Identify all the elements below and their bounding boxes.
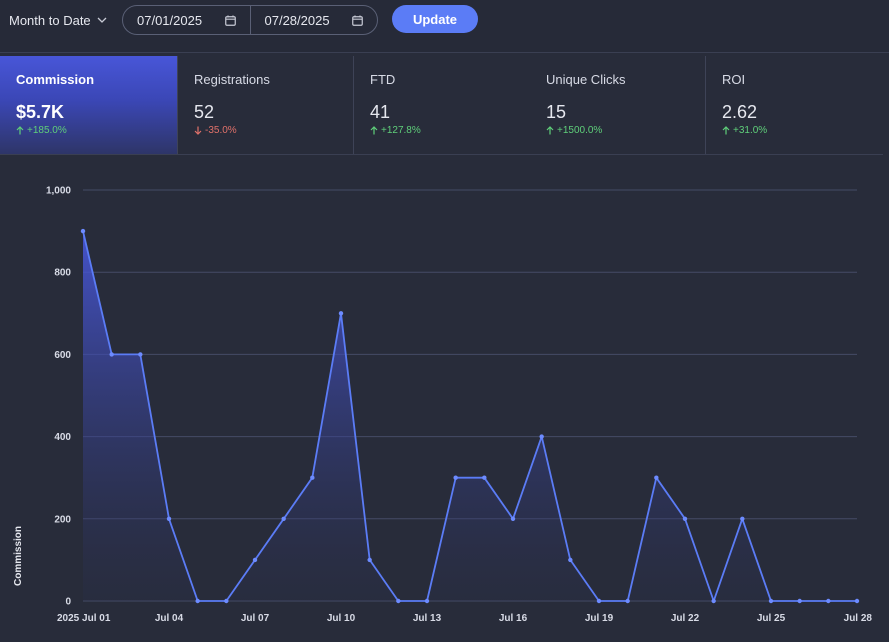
date-range-inputs: 07/01/2025 07/28/2025 [122, 5, 378, 35]
tab-delta: +1500.0% [546, 125, 705, 136]
tab-delta-value: +185.0% [27, 125, 67, 136]
data-point[interactable] [195, 598, 200, 604]
tab-label: Commission [16, 72, 95, 87]
tab-value: 41 [370, 102, 391, 122]
tab-value: $5.7K [16, 102, 65, 122]
commission-chart: 0 200 400 600 800 1,000 2025 Jul 01 Jul 04 Jul … [0, 160, 889, 637]
tab-label: ROI [722, 72, 746, 87]
x-tick-label: Jul 16 [499, 613, 528, 624]
x-tick-label: Jul 25 [757, 613, 786, 624]
metric-tabs: Commission $5.7K +185.0% Registrations 5… [0, 56, 883, 155]
data-point[interactable] [625, 598, 630, 604]
y-tick-label: 800 [54, 268, 71, 279]
y-tick-label: 600 [54, 350, 71, 361]
data-point[interactable] [80, 228, 86, 234]
data-point[interactable] [568, 557, 573, 563]
data-point[interactable] [596, 598, 602, 604]
data-point[interactable] [740, 516, 745, 521]
data-point[interactable] [310, 475, 315, 480]
data-point[interactable] [854, 598, 860, 604]
data-point[interactable] [338, 311, 344, 316]
arrow-up-icon [370, 126, 378, 135]
x-tick-label: Jul 04 [155, 613, 184, 624]
data-point[interactable] [510, 516, 516, 521]
tab-delta: -35.0% [194, 125, 353, 136]
tab-value: 2.62 [722, 102, 758, 122]
y-tick-label: 1,000 [46, 186, 71, 197]
data-point[interactable] [539, 434, 544, 439]
series-line [82, 230, 857, 602]
x-tick-label: Jul 28 [844, 613, 873, 624]
arrow-down-icon [194, 126, 202, 135]
start-date-field[interactable]: 07/01/2025 [123, 6, 250, 34]
date-range-label: Month to Date [9, 12, 91, 28]
data-point[interactable] [138, 352, 143, 357]
data-point[interactable] [252, 557, 258, 563]
x-tick-label: Jul 13 [413, 613, 442, 624]
arrow-up-icon [722, 126, 730, 135]
calendar-icon[interactable] [352, 15, 363, 26]
tab-delta: +31.0% [722, 125, 883, 136]
data-point[interactable] [654, 475, 659, 480]
end-date-value: 07/28/2025 [264, 12, 330, 28]
tab-delta-value: +1500.0% [557, 125, 603, 136]
y-tick-label: 400 [54, 432, 71, 443]
data-point[interactable] [367, 557, 372, 563]
data-point[interactable] [482, 475, 487, 480]
x-tick-label: Jul 07 [241, 613, 270, 624]
start-date-value: 07/01/2025 [137, 12, 203, 28]
tab-ftd[interactable]: FTD 41 +127.8% [354, 56, 530, 154]
arrow-up-icon [16, 126, 24, 135]
commission-chart-svg: 0 200 400 600 800 1,000 2025 Jul 01 Jul 04 Jul … [13, 186, 873, 625]
x-tick-label: Jul 10 [327, 613, 356, 624]
data-point[interactable] [224, 598, 229, 604]
data-point[interactable] [797, 598, 802, 604]
tab-label: Registrations [194, 72, 270, 87]
data-point[interactable] [396, 598, 401, 604]
tab-label: FTD [370, 72, 396, 87]
tab-value: 52 [194, 102, 215, 122]
y-axis-label: Commission [13, 526, 24, 586]
x-tick-label: Jul 19 [585, 613, 614, 624]
tab-registrations[interactable]: Registrations 52 -35.0% [178, 56, 354, 154]
end-date-field[interactable]: 07/28/2025 [249, 6, 378, 34]
data-point[interactable] [682, 516, 688, 521]
date-range-select[interactable]: Month to Date [9, 11, 107, 29]
data-point[interactable] [166, 516, 172, 521]
tab-value: 15 [546, 102, 567, 122]
tab-delta: +185.0% [16, 125, 177, 136]
tab-commission[interactable]: Commission $5.7K +185.0% [0, 56, 178, 154]
x-tick-label: Jul 22 [671, 613, 700, 624]
arrow-up-icon [546, 126, 554, 135]
chevron-down-icon [97, 17, 107, 23]
data-point[interactable] [711, 598, 716, 604]
data-point[interactable] [281, 516, 286, 521]
tab-label: Unique Clicks [546, 72, 626, 87]
tab-delta: +127.8% [370, 125, 530, 136]
y-tick-label: 0 [65, 597, 71, 608]
data-point[interactable] [826, 598, 831, 604]
tab-roi[interactable]: ROI 2.62 +31.0% [706, 56, 883, 154]
tab-delta-value: -35.0% [205, 125, 237, 136]
data-point[interactable] [109, 352, 114, 357]
x-tick-label: 2025 Jul 01 [57, 613, 111, 624]
data-point[interactable] [768, 598, 774, 604]
toolbar: Month to Date 07/01/2025 07/28/2025 Up [0, 0, 889, 53]
tab-delta-value: +31.0% [733, 125, 768, 136]
data-point[interactable] [453, 475, 458, 480]
tab-delta-value: +127.8% [381, 125, 421, 136]
y-tick-label: 200 [54, 514, 71, 525]
series-area [83, 231, 857, 601]
update-button[interactable]: Update [392, 5, 478, 33]
calendar-icon[interactable] [224, 15, 236, 26]
tab-unique-clicks[interactable]: Unique Clicks 15 +1500.0% [530, 56, 706, 154]
data-point[interactable] [424, 598, 430, 604]
